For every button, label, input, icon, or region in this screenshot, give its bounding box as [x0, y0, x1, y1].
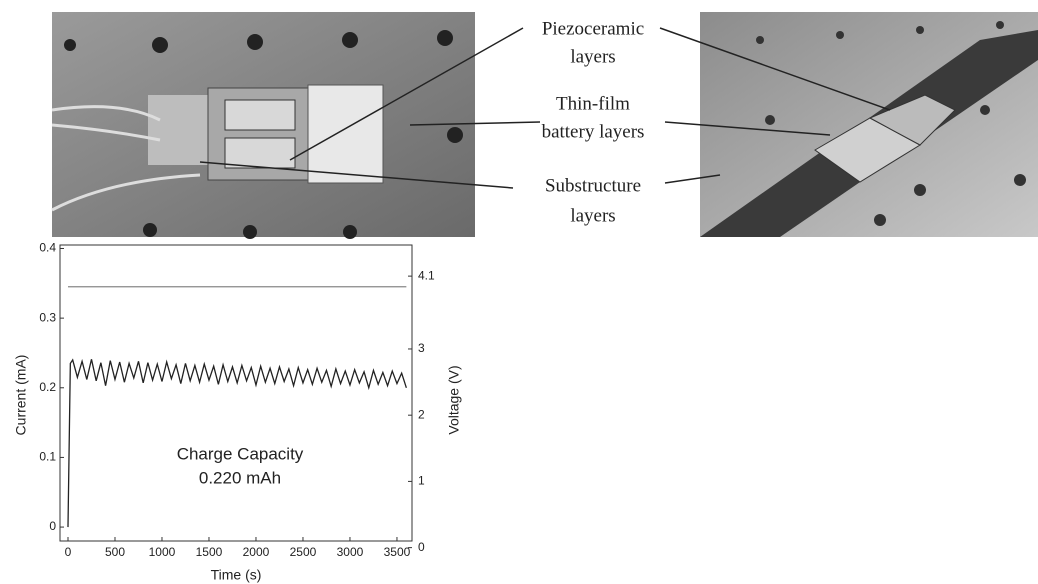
photo-label: layers — [570, 205, 615, 226]
data-line — [68, 359, 406, 527]
y-axis-label: Current (mA) — [13, 355, 29, 436]
y2-tick-label: 4.1 — [418, 268, 435, 282]
x-tick-label: 500 — [105, 545, 125, 559]
x-tick-label: 3000 — [337, 545, 364, 559]
x-tick-label: 1000 — [149, 545, 176, 559]
annotation: Charge Capacity — [177, 444, 304, 463]
photo-label: layers — [570, 46, 615, 67]
y-tick-label: 0.4 — [39, 241, 56, 255]
photo-labels: Piezoceramic layers Thin-film battery layer… — [542, 18, 645, 226]
x-tick-label: 2000 — [243, 545, 270, 559]
y-tick-label: 0.3 — [39, 310, 56, 324]
photo-label: Piezoceramic — [542, 18, 644, 39]
x-tick-label: 2500 — [290, 545, 317, 559]
y2-tick-label: 0 — [418, 540, 425, 554]
y-tick-label: 0.2 — [39, 380, 56, 394]
y2-tick-label: 2 — [418, 407, 425, 421]
y-tick-label: 0 — [49, 519, 56, 533]
y2-tick-label: 3 — [418, 341, 425, 355]
y2-tick-label: 1 — [418, 474, 425, 488]
x-axis-label: Time (s) — [211, 567, 262, 583]
x-tick-label: 0 — [65, 545, 72, 559]
page: Piezoceramic layers Thin-film battery layer… — [0, 0, 1038, 584]
photo-label: Thin-film — [556, 93, 630, 114]
x-tick-label: 1500 — [196, 545, 223, 559]
annotation: 0.220 mAh — [199, 468, 281, 487]
photo-label: Substructure — [545, 175, 641, 196]
plot-frame — [60, 245, 412, 541]
x-tick-label: 3500 — [384, 545, 411, 559]
figure: Piezoceramic layers Thin-film battery layer… — [0, 0, 1038, 584]
y2-axis-label: Voltage (V) — [446, 365, 462, 434]
y-tick-label: 0.1 — [39, 450, 56, 464]
photo-label: battery layers — [542, 121, 645, 142]
photo-right — [700, 12, 1038, 237]
